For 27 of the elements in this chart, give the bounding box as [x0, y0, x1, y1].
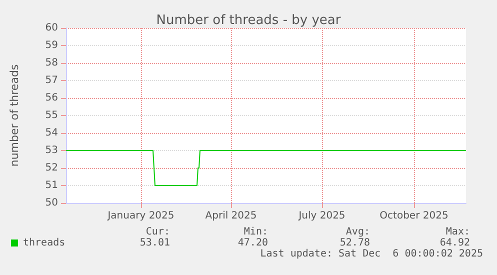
y-tick-label: 50: [45, 198, 58, 208]
chart-title: Number of threads - by year: [156, 13, 342, 28]
text: 52.78: [340, 238, 370, 248]
y-tick-label: 54: [45, 128, 58, 138]
text: Cur:: [146, 226, 170, 238]
y-tick-label: 58: [45, 58, 58, 68]
text: 47.20: [238, 238, 268, 248]
y-tick-label: 55: [45, 110, 58, 121]
y-tick-label: 56: [45, 92, 58, 104]
text: Avg:: [346, 226, 370, 238]
y-tick-label: 51: [45, 180, 58, 191]
text: 53.01: [140, 238, 170, 248]
y-tick-label: 59: [45, 40, 58, 51]
y-tick-label: 52: [45, 162, 58, 174]
text: Max:: [446, 226, 470, 238]
x-tick-label: October 2025: [380, 210, 448, 222]
y-axis-title: number of threads: [8, 64, 21, 167]
x-tick-label: April 2025: [205, 210, 257, 222]
x-tick-label: January 2025: [106, 210, 174, 222]
y-tick-label: 53: [45, 145, 58, 156]
y-tick-label: 57: [45, 75, 58, 86]
legend-label: threads: [23, 238, 66, 248]
text: Last update: Sat Dec 6 00:00:02 2025: [260, 248, 483, 260]
y-tick-label: 60: [45, 22, 58, 34]
x-tick-label: July 2025: [298, 210, 346, 222]
text: 64.92: [440, 238, 470, 248]
text: Min:: [244, 226, 268, 238]
